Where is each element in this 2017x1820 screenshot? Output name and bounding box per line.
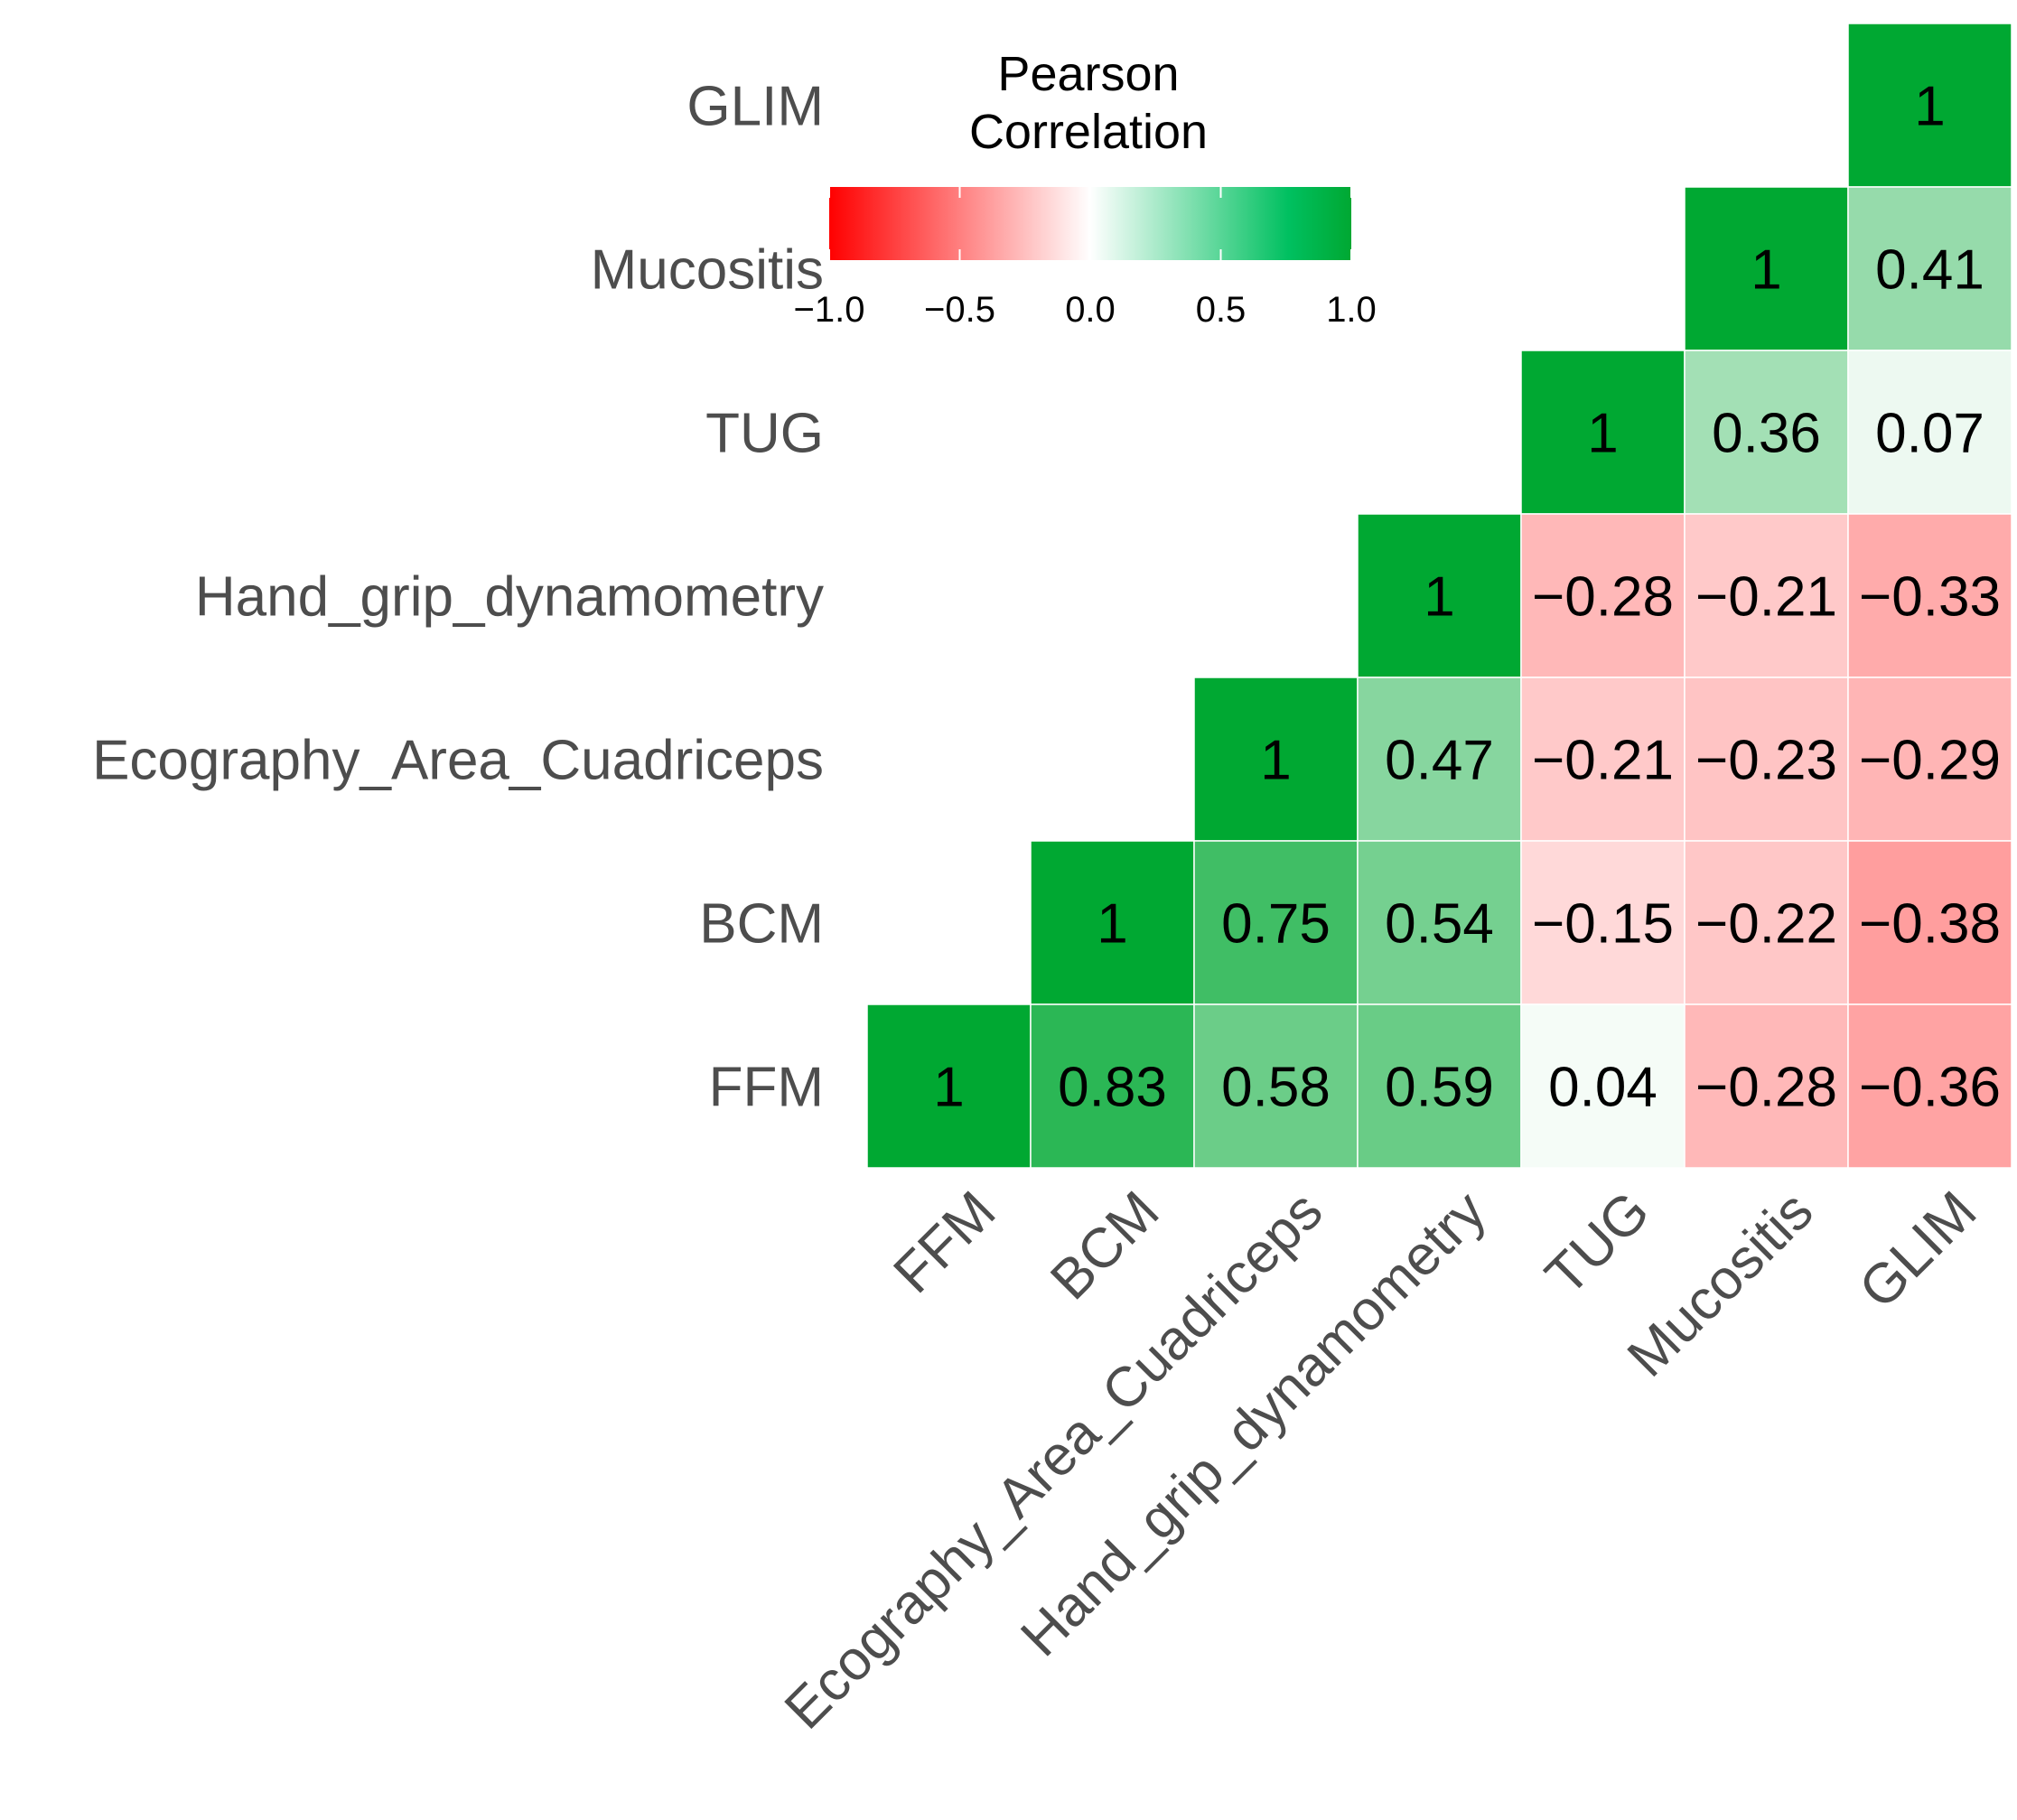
cell-value-Ecography_Area_Cuadriceps-Mucositis: −0.23 bbox=[1695, 730, 1837, 792]
heatmap-cell-BCM-Hand_grip_dynamometry bbox=[1357, 840, 1522, 1005]
cell-value-Hand_grip_dynamometry-TUG: −0.28 bbox=[1532, 566, 1674, 629]
heatmap-cell-labels: 1 1 0.41 1 0.36 0.07 1 −0.28 −0.21 −0.33 1 0.47 −0.2… bbox=[933, 76, 2001, 1119]
x-label-GLIM: GLIM bbox=[1847, 1180, 1988, 1321]
y-label-BCM: BCM bbox=[699, 893, 824, 956]
cell-value-BCM-Hand_grip_dynamometry: 0.54 bbox=[1385, 893, 1494, 956]
y-axis-labels: FFM BCM Ecography_Area_Cuadriceps Hand_grip… bbox=[92, 76, 824, 1119]
heatmap-cell-Hand_grip_dynamometry-GLIM bbox=[1847, 513, 2012, 678]
heatmap-cell-Ecography_Area_Cuadriceps-GLIM bbox=[1847, 677, 2012, 842]
y-label-FFM: FFM bbox=[709, 1057, 824, 1119]
heatmap-cell-FFM-GLIM bbox=[1847, 1003, 2012, 1169]
cell-value-BCM-BCM: 1 bbox=[1097, 893, 1127, 956]
cell-value-FFM-Hand_grip_dynamometry: 0.59 bbox=[1385, 1057, 1494, 1119]
cell-value-Hand_grip_dynamometry-Mucositis: −0.21 bbox=[1695, 566, 1837, 629]
cell-value-TUG-TUG: 1 bbox=[1587, 403, 1618, 465]
y-label-Mucositis: Mucositis bbox=[591, 239, 824, 302]
heatmap-cell-FFM-Mucositis bbox=[1684, 1003, 1849, 1169]
cell-value-Hand_grip_dynamometry-Hand_grip_dynamometry: 1 bbox=[1424, 566, 1454, 629]
heatmap-cell-BCM-GLIM bbox=[1847, 840, 2012, 1005]
legend-tick-label: −1.0 bbox=[794, 290, 865, 330]
cell-value-Ecography_Area_Cuadriceps-TUG: −0.21 bbox=[1532, 730, 1674, 792]
heatmap-cell-BCM-Ecography_Area_Cuadriceps bbox=[1193, 840, 1359, 1005]
legend-colorbar bbox=[829, 187, 1351, 260]
x-axis-labels: FFM BCMEcography_Area_CuadricepsHand_grip… bbox=[773, 1180, 1989, 1741]
x-label-FFM: FFM bbox=[882, 1180, 1008, 1305]
heatmap-cell-Hand_grip_dynamometry-TUG bbox=[1520, 513, 1686, 678]
heatmap-cell-BCM-Mucositis bbox=[1684, 840, 1849, 1005]
legend-ticks: −1.0 −0.5 0.0 0.5 1.0 bbox=[794, 187, 1377, 330]
cell-value-Ecography_Area_Cuadriceps-GLIM: −0.29 bbox=[1859, 730, 2001, 792]
heatmap-cell-Ecography_Area_Cuadriceps-Hand_grip_dynamometry bbox=[1357, 677, 1522, 842]
heatmap-cell-BCM-BCM bbox=[1030, 840, 1195, 1005]
cell-value-FFM-TUG: 0.04 bbox=[1548, 1057, 1657, 1119]
heatmap-cell-Ecography_Area_Cuadriceps-TUG bbox=[1520, 677, 1686, 842]
y-label-GLIM: GLIM bbox=[686, 76, 824, 138]
cell-value-GLIM-GLIM: 1 bbox=[1914, 76, 1945, 138]
legend-tick-label: 1.0 bbox=[1326, 290, 1377, 330]
cell-value-BCM-TUG: −0.15 bbox=[1532, 893, 1674, 956]
legend: Pearson Correlation −1.0 −0.5 0.0 0.5 1.0 bbox=[794, 47, 1377, 330]
cell-value-FFM-GLIM: −0.36 bbox=[1859, 1057, 2001, 1119]
x-label-BCM: BCM bbox=[1039, 1180, 1171, 1311]
heatmap-cell-FFM-FFM bbox=[866, 1003, 1032, 1169]
cell-value-FFM-BCM: 0.83 bbox=[1058, 1057, 1167, 1119]
cell-value-TUG-Mucositis: 0.36 bbox=[1712, 403, 1821, 465]
heatmap-cell-GLIM-GLIM bbox=[1847, 23, 2012, 188]
heatmap-cells bbox=[866, 23, 2012, 1169]
heatmap-cell-FFM-Hand_grip_dynamometry bbox=[1357, 1003, 1522, 1169]
cell-value-TUG-GLIM: 0.07 bbox=[1875, 403, 1984, 465]
cell-value-FFM-Ecography_Area_Cuadriceps: 0.58 bbox=[1221, 1057, 1331, 1119]
cell-value-BCM-Mucositis: −0.22 bbox=[1695, 893, 1837, 956]
heatmap-cell-TUG-GLIM bbox=[1847, 350, 2012, 515]
cell-value-BCM-GLIM: −0.38 bbox=[1859, 893, 2001, 956]
cell-value-Mucositis-GLIM: 0.41 bbox=[1875, 239, 1984, 302]
heatmap-cell-TUG-Mucositis bbox=[1684, 350, 1849, 515]
legend-tick-label: 0.5 bbox=[1196, 290, 1247, 330]
cell-value-BCM-Ecography_Area_Cuadriceps: 0.75 bbox=[1221, 893, 1331, 956]
x-label-TUG: TUG bbox=[1534, 1180, 1661, 1307]
legend-tick-label: −0.5 bbox=[924, 290, 995, 330]
cell-value-Ecography_Area_Cuadriceps-Hand_grip_dynamometry: 0.47 bbox=[1385, 730, 1494, 792]
y-label-TUG: TUG bbox=[705, 403, 824, 465]
cell-value-Hand_grip_dynamometry-GLIM: −0.33 bbox=[1859, 566, 2001, 629]
legend-title-line-2: Correlation bbox=[969, 105, 1208, 159]
cell-value-Mucositis-Mucositis: 1 bbox=[1751, 239, 1781, 302]
heatmap-cell-FFM-BCM bbox=[1030, 1003, 1195, 1169]
heatmap-cell-Mucositis-GLIM bbox=[1847, 186, 2012, 351]
heatmap-cell-BCM-TUG bbox=[1520, 840, 1686, 1005]
legend-title-line-1: Pearson bbox=[997, 47, 1179, 101]
y-label-Ecography_Area_Cuadriceps: Ecography_Area_Cuadriceps bbox=[92, 730, 824, 792]
heatmap-cell-TUG-TUG bbox=[1520, 350, 1686, 515]
heatmap-cell-Mucositis-Mucositis bbox=[1684, 186, 1849, 351]
cell-value-Ecography_Area_Cuadriceps-Ecography_Area_Cuadriceps: 1 bbox=[1260, 730, 1291, 792]
cell-value-FFM-Mucositis: −0.28 bbox=[1695, 1057, 1837, 1119]
y-label-Hand_grip_dynamometry: Hand_grip_dynamometry bbox=[195, 566, 824, 629]
legend-tick-label: 0.0 bbox=[1065, 290, 1116, 330]
heatmap-cell-Ecography_Area_Cuadriceps-Mucositis bbox=[1684, 677, 1849, 842]
cell-value-FFM-FFM: 1 bbox=[933, 1057, 964, 1119]
